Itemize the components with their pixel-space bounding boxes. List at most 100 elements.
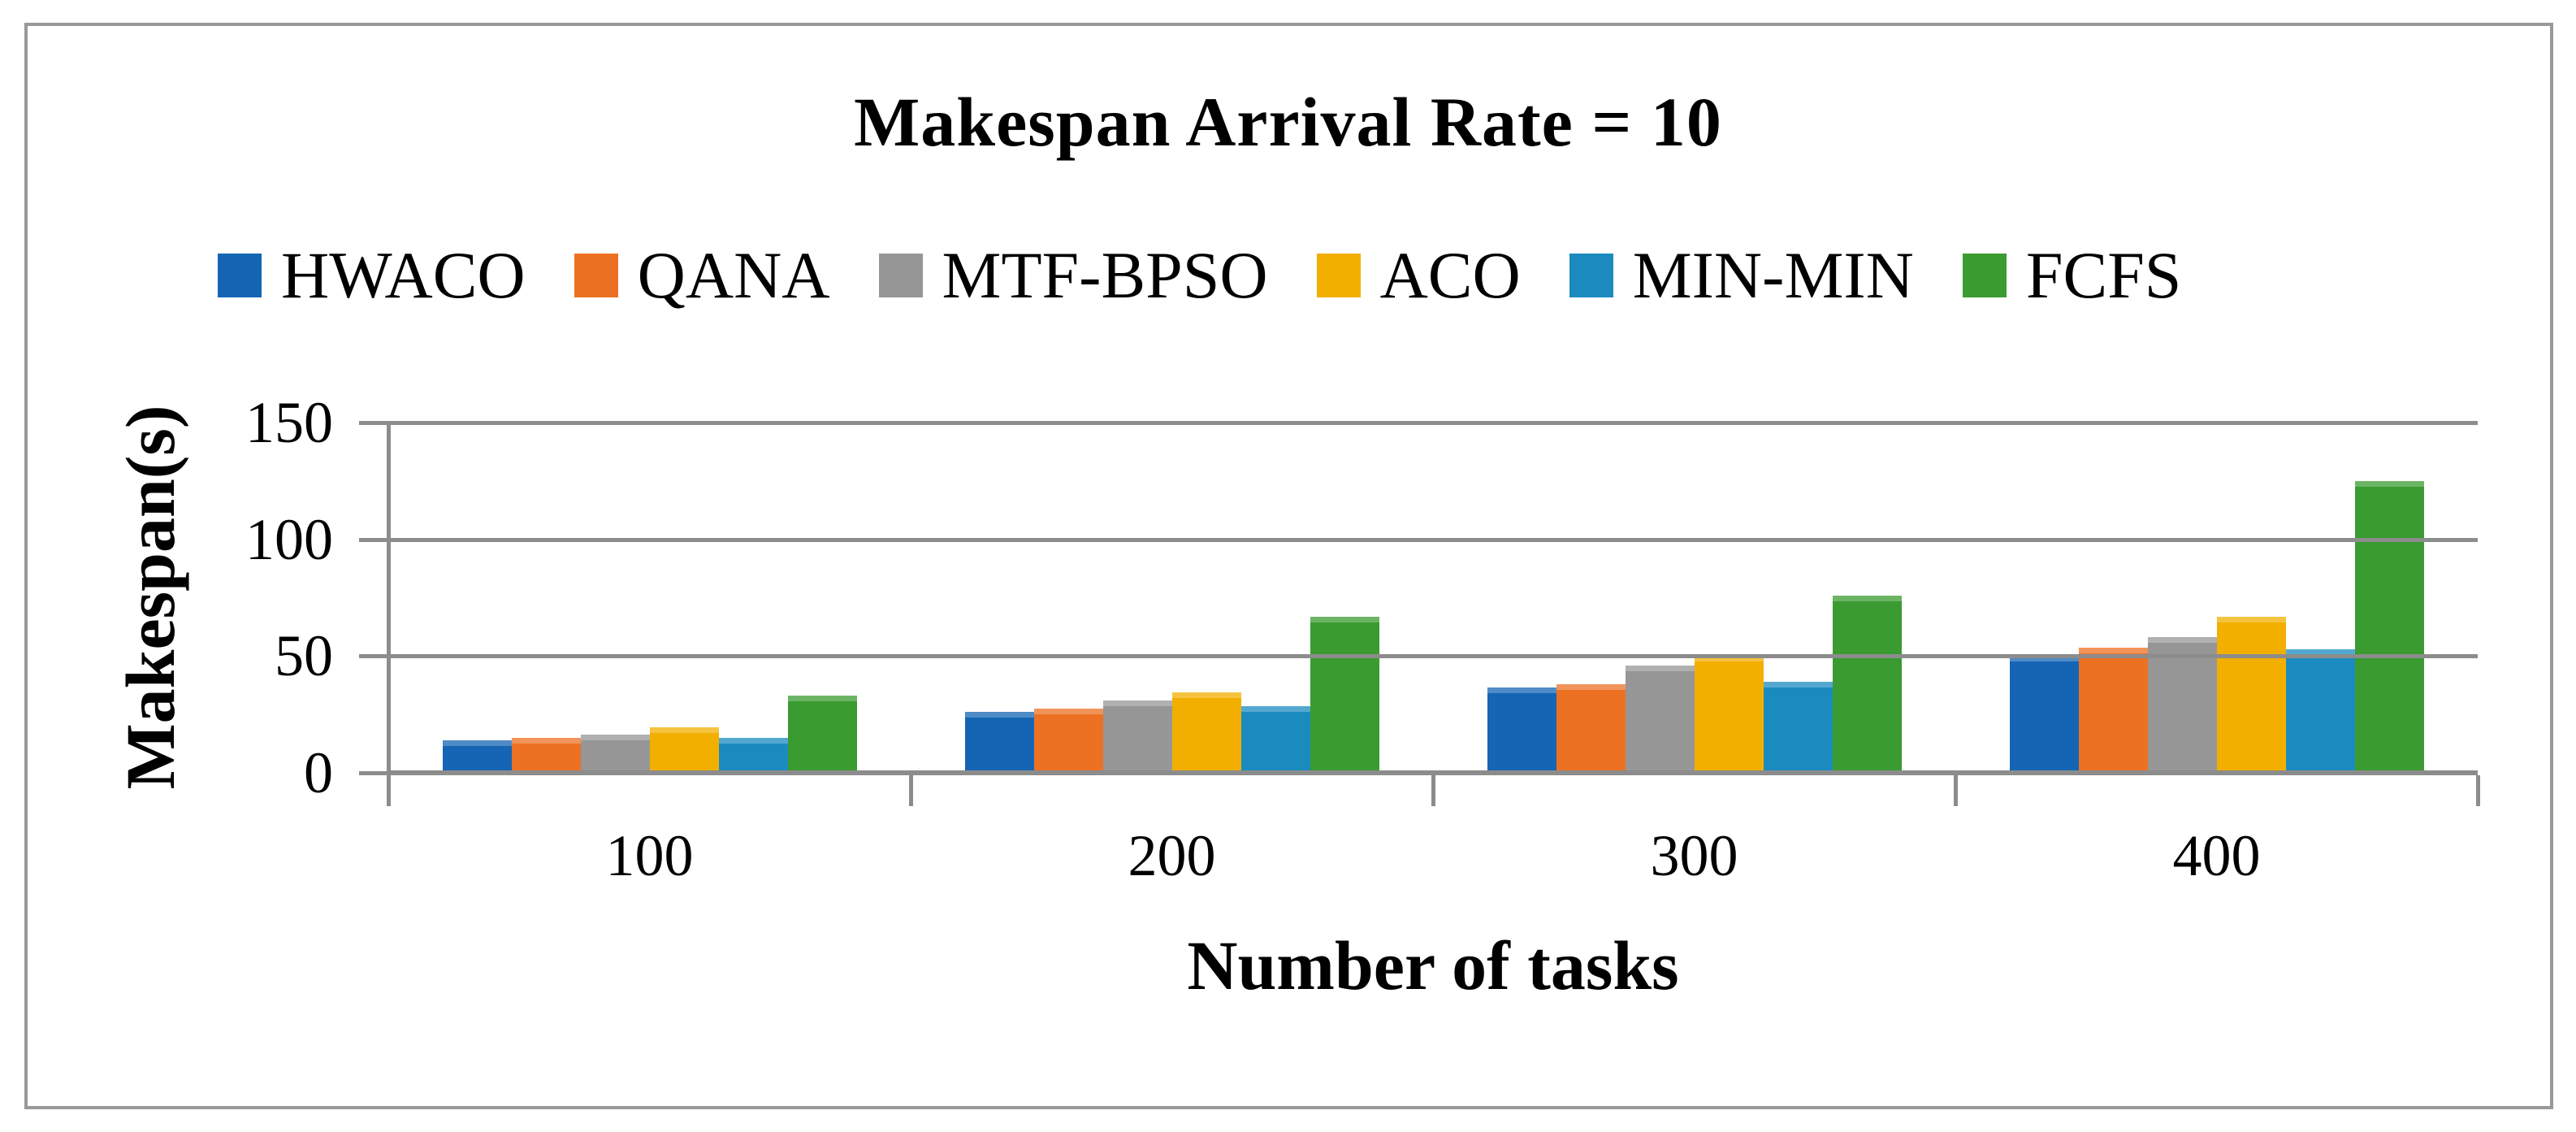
legend-swatch-aco-icon: [1316, 254, 1361, 297]
bar-MTF-BPSO-400: [2147, 637, 2217, 773]
legend-swatch-qana-icon: [574, 254, 618, 297]
gridline-100: [388, 537, 2478, 542]
x-axis-tick-1: [909, 775, 913, 806]
bar-highlight: [1763, 681, 1833, 687]
legend-item-fcfs: FCFS: [1962, 237, 2182, 314]
bar-highlight: [2216, 616, 2286, 622]
bar-highlight: [2285, 648, 2355, 655]
bar-highlight: [649, 726, 719, 733]
bar-group-200: [911, 423, 1433, 773]
bar-group-400: [1955, 423, 2478, 773]
bar-HWACO-200: [964, 712, 1034, 773]
bar-QANA-100: [511, 737, 581, 773]
bar-QANA-300: [1556, 683, 1626, 773]
bar-QANA-200: [1033, 708, 1103, 773]
gridline-150: [388, 421, 2478, 425]
y-axis-line: [387, 423, 391, 805]
bar-HWACO-400: [2009, 656, 2079, 773]
bar-highlight: [2354, 480, 2424, 487]
legend-item-hwaco: HWACO: [218, 237, 526, 314]
bar-HWACO-100: [442, 739, 512, 773]
x-tick-label-100: 100: [605, 823, 694, 888]
bar-MIN-MIN-200: [1240, 706, 1310, 773]
bar-MIN-MIN-100: [718, 737, 788, 773]
bar-highlight: [442, 739, 512, 746]
legend-swatch-hwaco-icon: [218, 254, 262, 297]
x-axis-title: Number of tasks: [1187, 926, 1679, 1004]
figure-border: [24, 23, 2553, 1109]
legend-swatch-min-min-icon: [1569, 254, 1613, 297]
bar-ACO-400: [2216, 616, 2286, 773]
bar-highlight: [718, 737, 788, 744]
bar-FCFS-100: [787, 696, 857, 773]
bar-highlight: [1694, 656, 1764, 662]
bar-MTF-BPSO-300: [1625, 665, 1695, 773]
bar-MIN-MIN-400: [2285, 648, 2355, 773]
x-tick-label-400: 400: [2172, 823, 2261, 888]
legend-label-hwaco: HWACO: [281, 238, 526, 312]
bar-highlight: [2078, 648, 2148, 654]
bar-highlight: [1487, 687, 1556, 694]
bar-QANA-400: [2078, 648, 2148, 773]
y-tick-label-150: 150: [245, 390, 333, 455]
legend-swatch-fcfs-icon: [1962, 254, 2007, 297]
legend-label-min-min: MIN-MIN: [1632, 238, 1914, 312]
bar-highlight: [1102, 700, 1172, 706]
bar-highlight: [787, 696, 857, 702]
bar-highlight: [1240, 706, 1310, 713]
x-tick-label-300: 300: [1650, 823, 1738, 888]
y-tick-label-0: 0: [304, 740, 333, 805]
bar-highlight: [511, 737, 581, 744]
bar-FCFS-400: [2354, 480, 2424, 773]
bar-ACO-100: [649, 726, 719, 773]
legend-item-qana: QANA: [574, 237, 830, 314]
x-axis-tick-3: [1954, 775, 1958, 806]
legend-item-min-min: MIN-MIN: [1569, 237, 1914, 314]
bar-MTF-BPSO-100: [580, 734, 650, 773]
y-axis-tick-50: [359, 654, 388, 659]
y-axis-tick-100: [359, 537, 388, 542]
bar-highlight: [2147, 637, 2217, 644]
legend-label-qana: QANA: [637, 238, 830, 312]
y-axis-title: Makespan(s): [111, 405, 189, 790]
bar-highlight: [1832, 595, 1902, 601]
legend-item-aco: ACO: [1316, 237, 1521, 314]
bar-MIN-MIN-300: [1763, 681, 1833, 773]
bar-highlight: [1033, 708, 1103, 714]
y-tick-label-100: 100: [245, 506, 333, 572]
bar-group-300: [1433, 423, 1955, 773]
chart-title: Makespan Arrival Rate = 10: [854, 83, 1722, 161]
bar-ACO-300: [1694, 656, 1764, 773]
legend: HWACO QANA MTF-BPSO ACO MIN-MIN FCFS: [218, 237, 2181, 314]
bar-group-100: [388, 423, 911, 773]
bar-groups: [388, 423, 2478, 773]
x-axis-tick-2: [1431, 775, 1435, 806]
bar-highlight: [2009, 656, 2079, 662]
x-tick-label-200: 200: [1128, 823, 1216, 888]
gridline-50: [388, 654, 2478, 659]
legend-label-fcfs: FCFS: [2025, 238, 2182, 312]
plot-area: [388, 421, 2478, 773]
y-axis-tick-0: [359, 771, 388, 775]
legend-item-mtf-bpso: MTF-BPSO: [878, 237, 1268, 314]
bar-MTF-BPSO-200: [1102, 700, 1172, 773]
bar-FCFS-200: [1310, 616, 1379, 773]
bar-highlight: [1556, 683, 1626, 690]
bar-highlight: [1625, 665, 1695, 671]
legend-label-mtf-bpso: MTF-BPSO: [942, 238, 1268, 312]
legend-swatch-mtf-bpso-icon: [878, 254, 923, 297]
y-tick-label-50: 50: [275, 623, 333, 689]
y-axis-tick-150: [359, 421, 388, 425]
bar-ACO-200: [1171, 692, 1241, 773]
bar-highlight: [1171, 692, 1241, 698]
bar-FCFS-300: [1832, 595, 1902, 773]
bar-highlight: [964, 712, 1034, 718]
x-axis-line: [388, 770, 2478, 775]
bar-HWACO-300: [1487, 687, 1556, 773]
bar-highlight: [580, 734, 650, 740]
x-axis-tick-0: [387, 775, 391, 806]
bar-highlight: [1310, 616, 1379, 622]
x-axis-tick-4: [2476, 775, 2480, 806]
legend-label-aco: ACO: [1379, 238, 1521, 312]
